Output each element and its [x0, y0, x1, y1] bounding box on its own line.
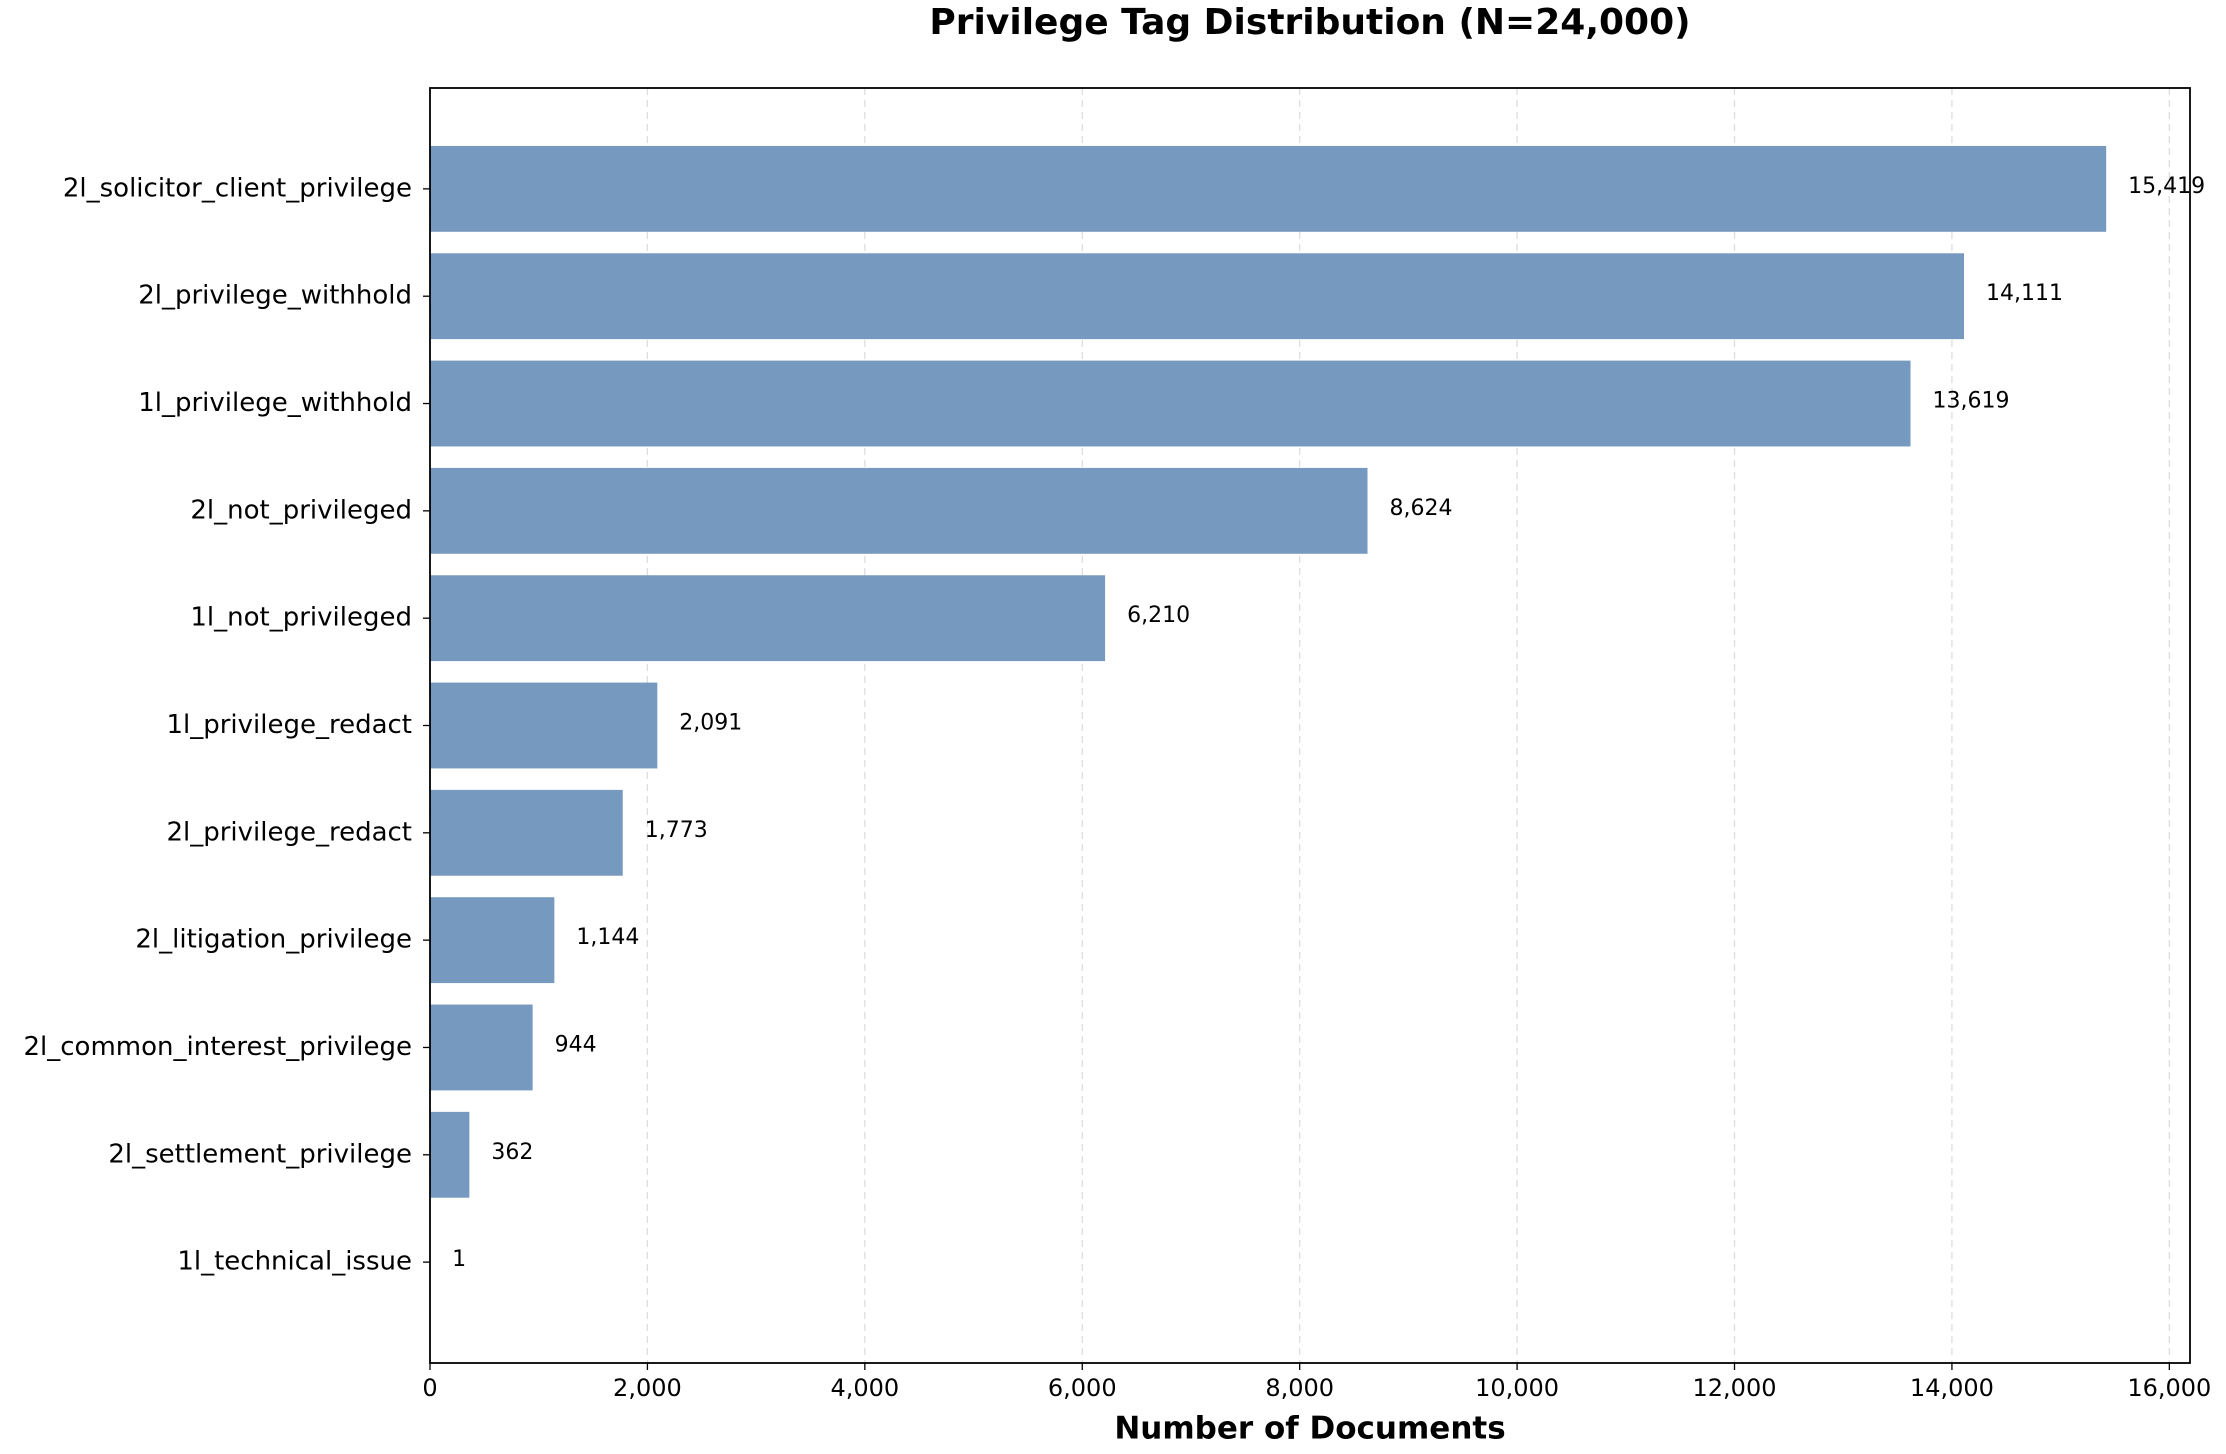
value-label: 15,419	[2128, 174, 2205, 199]
value-label: 6,210	[1127, 603, 1190, 628]
bar	[430, 360, 1911, 447]
x-tick-label: 2,000	[613, 1374, 682, 1402]
value-label: 2,091	[679, 711, 742, 736]
y-tick-label: 2l_privilege_withhold	[138, 281, 412, 311]
bar	[430, 467, 1368, 554]
x-tick-label: 14,000	[1910, 1374, 1994, 1402]
value-label: 1	[452, 1247, 466, 1272]
y-tick-label: 1l_privilege_withhold	[138, 388, 412, 418]
bar	[430, 575, 1106, 662]
bar	[430, 145, 2107, 232]
value-label: 1,773	[645, 818, 708, 843]
y-tick-label: 1l_not_privileged	[190, 603, 412, 633]
y-tick-label: 2l_common_interest_privilege	[23, 1032, 412, 1062]
x-tick-label: 8,000	[1265, 1374, 1334, 1402]
x-tick-label: 4,000	[830, 1374, 899, 1402]
bar	[430, 682, 658, 769]
bar	[430, 253, 1964, 340]
x-tick-label: 16,000	[2127, 1374, 2211, 1402]
value-label: 13,619	[1933, 389, 2010, 414]
value-label: 362	[491, 1140, 533, 1165]
y-tick-label: 1l_technical_issue	[177, 1247, 412, 1277]
bar	[430, 1111, 470, 1198]
value-label: 1,144	[576, 925, 639, 950]
y-tick-label: 1l_privilege_redact	[166, 710, 412, 740]
value-label: 944	[555, 1032, 597, 1057]
x-tick-label: 6,000	[1048, 1374, 1117, 1402]
bar	[430, 789, 623, 876]
chart-title: Privilege Tag Distribution (N=24,000)	[929, 2, 1690, 43]
y-tick-label: 2l_not_privileged	[190, 495, 412, 525]
value-label: 8,624	[1390, 496, 1453, 521]
x-axis-label: Number of Documents	[1114, 1411, 1505, 1447]
plot-frame	[429, 87, 2191, 1364]
x-tick-label: 12,000	[1693, 1374, 1777, 1402]
y-tick-label: 2l_litigation_privilege	[135, 925, 412, 955]
x-tick-label: 10,000	[1475, 1374, 1559, 1402]
x-tick-label: 0	[422, 1374, 437, 1402]
bar	[430, 1004, 533, 1091]
bar	[430, 897, 555, 984]
y-tick-label: 2l_solicitor_client_privilege	[63, 173, 412, 203]
y-tick-label: 2l_settlement_privilege	[108, 1139, 412, 1169]
value-label: 14,111	[1986, 281, 2063, 306]
y-tick-label: 2l_privilege_redact	[166, 817, 412, 847]
